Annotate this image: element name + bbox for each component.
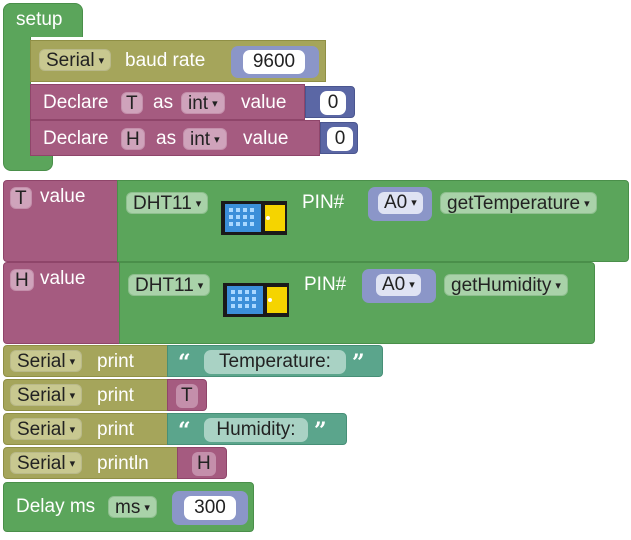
chevron-down-icon: ▾: [98, 55, 105, 67]
setup-block-footer[interactable]: [3, 155, 53, 171]
chevron-down-icon: ▾: [69, 424, 76, 436]
delay-label: Delay ms: [16, 496, 96, 517]
serial-port-dropdown[interactable]: Serial ▾: [10, 350, 83, 373]
pin-dropdown[interactable]: A0 ▾: [376, 274, 421, 296]
variable-t-value[interactable]: T: [176, 384, 198, 408]
declare-h-value-input[interactable]: 0: [327, 127, 353, 151]
set-h-block[interactable]: H value: [3, 262, 121, 344]
serial-port-value: Serial: [17, 351, 66, 373]
chevron-down-icon: ▾: [69, 356, 76, 368]
pin-dropdown[interactable]: A0 ▾: [378, 192, 423, 214]
chevron-down-icon: ▾: [195, 198, 202, 210]
close-quote-icon: ”: [314, 418, 327, 444]
print-action-label: print: [97, 385, 134, 406]
declare-t-var[interactable]: T: [121, 92, 143, 114]
serial-begin-block[interactable]: Serial ▾ baud rate 9600: [30, 40, 326, 82]
value-label: value: [241, 92, 287, 113]
dht11-humidity-block[interactable]: DHT11 ▾ PIN# A0 ▾ getHumidity ▾: [119, 262, 595, 344]
dht11-temperature-block[interactable]: DHT11 ▾ PIN# A0 ▾ getTemperature ▾: [117, 180, 629, 262]
dht11-sensor-icon: [223, 283, 289, 317]
chevron-down-icon: ▾: [555, 280, 561, 292]
declare-h-var[interactable]: H: [121, 128, 145, 150]
text-string-block[interactable]: “ Temperature: ”: [167, 345, 383, 377]
declare-h-block[interactable]: Declare H as int ▾ value: [30, 120, 320, 156]
declare-t-block[interactable]: Declare T as int ▾ value: [30, 84, 305, 120]
chevron-down-icon: ▾: [212, 98, 218, 110]
chevron-down-icon: ▾: [584, 198, 590, 210]
chevron-down-icon: ▾: [69, 458, 76, 470]
sensor-type-value: DHT11: [133, 193, 192, 215]
function-value: getHumidity: [451, 275, 552, 297]
set-t-block[interactable]: T value: [3, 180, 119, 262]
text-input[interactable]: Humidity:: [204, 418, 308, 442]
chevron-down-icon: ▾: [411, 197, 417, 209]
setup-label: setup: [16, 9, 63, 30]
delay-value-input[interactable]: 300: [184, 496, 236, 520]
baud-rate-label: baud rate: [125, 50, 206, 71]
type-value: int: [190, 129, 211, 151]
chevron-down-icon: ▾: [144, 502, 150, 514]
set-t-var[interactable]: T: [10, 187, 32, 209]
serial-port-value: Serial: [17, 419, 66, 441]
chevron-down-icon: ▾: [69, 390, 76, 402]
declare-h-type-dropdown[interactable]: int ▾: [183, 128, 227, 150]
pin-label: PIN#: [302, 192, 345, 213]
close-quote-icon: ”: [352, 350, 365, 376]
declare-label: Declare: [43, 92, 109, 113]
pin-value: A0: [384, 192, 408, 214]
serial-print-block[interactable]: Serial ▾ print: [3, 379, 168, 411]
set-h-var[interactable]: H: [10, 269, 34, 291]
open-quote-icon: “: [178, 350, 191, 376]
setup-block-header[interactable]: setup: [3, 3, 83, 37]
function-dropdown[interactable]: getTemperature ▾: [440, 192, 597, 214]
dht11-sensor-icon: [221, 201, 287, 235]
baud-rate-input[interactable]: 9600: [243, 50, 305, 74]
serial-port-value: Serial: [46, 50, 95, 72]
serial-port-value: Serial: [17, 453, 66, 475]
variable-h-block[interactable]: H: [177, 447, 227, 479]
type-value: int: [188, 93, 209, 115]
serial-print-block[interactable]: Serial ▾ print: [3, 345, 168, 377]
chevron-down-icon: ▾: [197, 280, 204, 292]
declare-t-value-input[interactable]: 0: [320, 91, 346, 115]
chevron-down-icon: ▾: [409, 279, 415, 291]
serial-port-dropdown[interactable]: Serial ▾: [39, 49, 112, 72]
serial-port-dropdown[interactable]: Serial ▾: [10, 384, 83, 407]
delay-unit-value: ms: [115, 497, 141, 519]
delay-unit-dropdown[interactable]: ms ▾: [108, 496, 157, 518]
declare-t-type-dropdown[interactable]: int ▾: [181, 92, 225, 114]
print-action-label: print: [97, 351, 134, 372]
serial-port-value: Serial: [17, 385, 66, 407]
as-label: as: [156, 128, 177, 149]
serial-print-block[interactable]: Serial ▾ print: [3, 413, 168, 445]
serial-port-dropdown[interactable]: Serial ▾: [10, 452, 83, 475]
serial-port-dropdown[interactable]: Serial ▾: [10, 418, 83, 441]
sensor-type-dropdown[interactable]: DHT11 ▾: [126, 192, 209, 215]
value-label: value: [243, 128, 289, 149]
print-action-label: print: [97, 419, 134, 440]
function-dropdown[interactable]: getHumidity ▾: [444, 274, 568, 296]
as-label: as: [153, 92, 174, 113]
text-string-block[interactable]: “ Humidity: ”: [167, 413, 347, 445]
function-value: getTemperature: [447, 193, 581, 215]
serial-println-block[interactable]: Serial ▾ println: [3, 447, 178, 479]
declare-h-value-block[interactable]: 0: [320, 122, 358, 154]
variable-h-value[interactable]: H: [192, 452, 216, 476]
text-input[interactable]: Temperature:: [204, 350, 346, 374]
declare-t-value-block[interactable]: 0: [305, 86, 355, 118]
sensor-type-dropdown[interactable]: DHT11 ▾: [128, 274, 211, 297]
open-quote-icon: “: [178, 418, 191, 444]
pin-socket: A0 ▾: [368, 187, 432, 221]
println-action-label: println: [97, 453, 149, 474]
variable-t-block[interactable]: T: [167, 379, 207, 411]
pin-label: PIN#: [304, 274, 347, 295]
sensor-type-value: DHT11: [135, 275, 194, 297]
set-h-value-label: value: [40, 268, 86, 289]
pin-value: A0: [382, 274, 406, 296]
delay-block[interactable]: Delay ms ms ▾ 300: [3, 482, 254, 532]
declare-label: Declare: [43, 128, 109, 149]
set-t-value-label: value: [40, 186, 86, 207]
pin-socket: A0 ▾: [362, 269, 436, 303]
chevron-down-icon: ▾: [214, 134, 220, 146]
